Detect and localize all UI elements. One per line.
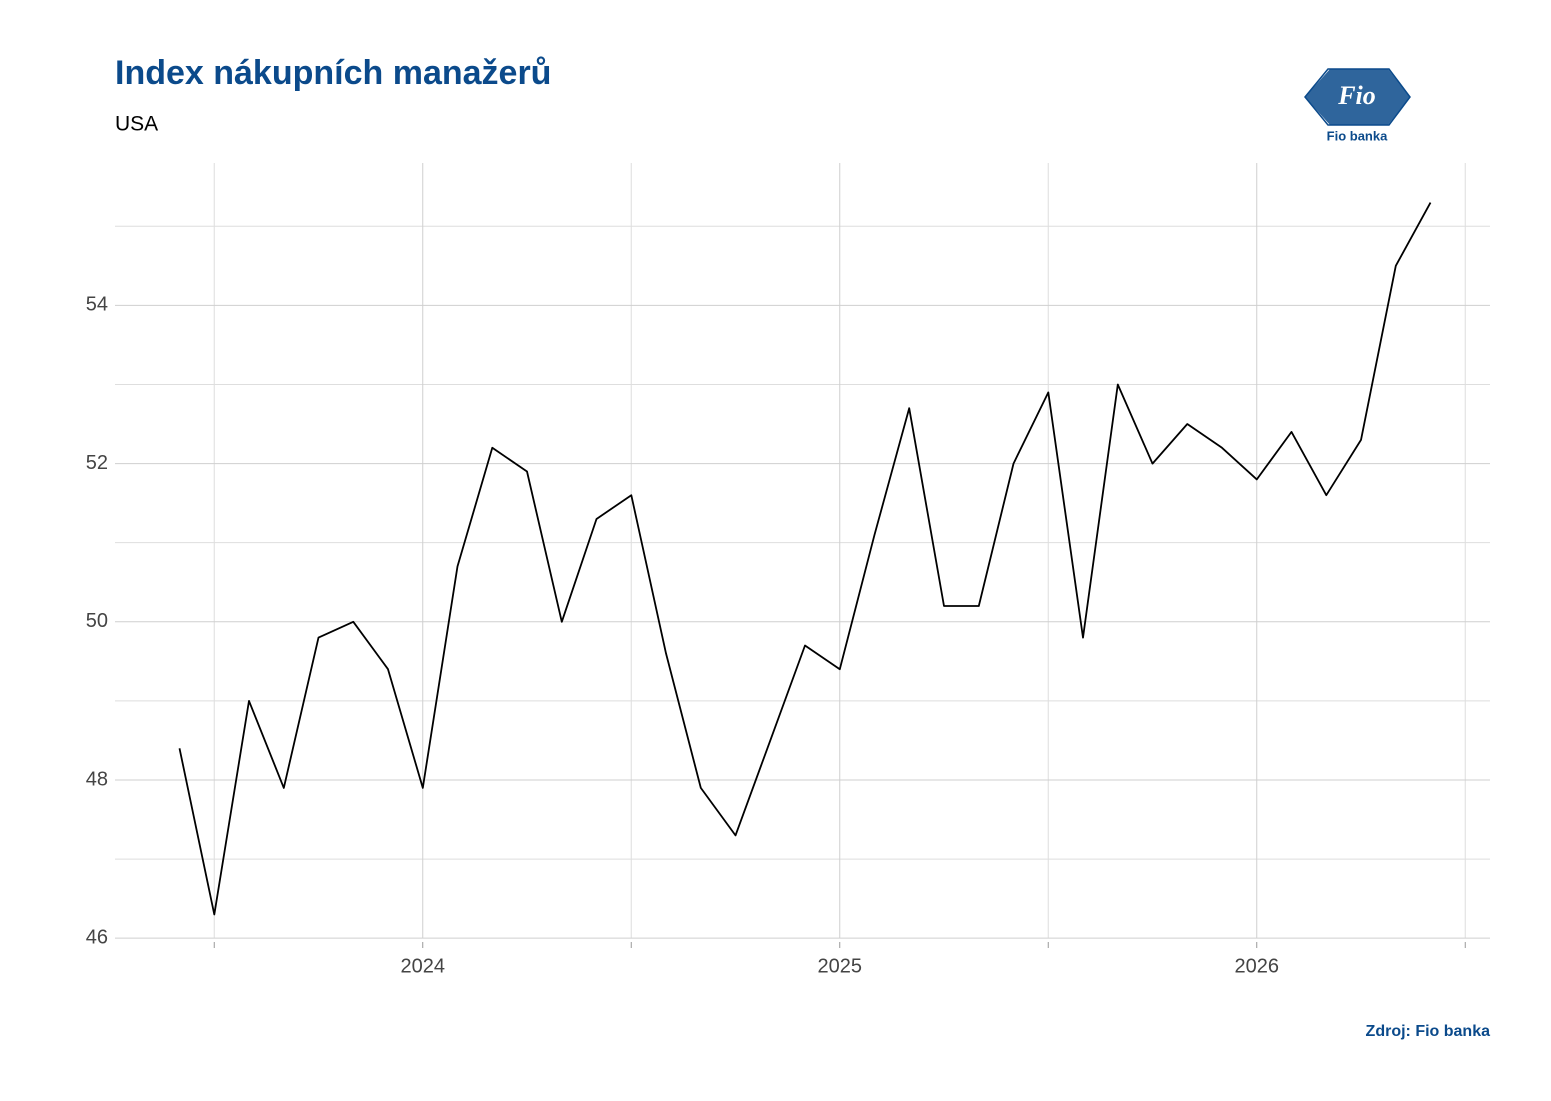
x-tick-label: 2025 bbox=[818, 955, 863, 977]
chart-title: Index nákupních manažerů bbox=[115, 54, 551, 92]
y-tick-label: 48 bbox=[86, 768, 108, 790]
source: Zdroj: Fio banka bbox=[1366, 1023, 1491, 1040]
x-tick-label: 2024 bbox=[401, 955, 446, 977]
y-tick-label: 46 bbox=[86, 926, 108, 948]
logo-name: Fio banka bbox=[1327, 128, 1388, 143]
line bbox=[178, 202, 1432, 916]
y-tick-label: 50 bbox=[86, 610, 108, 632]
chart-subtitle: USA bbox=[115, 113, 158, 136]
logo: Fio Fio banka bbox=[1304, 68, 1411, 143]
logo-shape bbox=[1305, 69, 1410, 125]
x-tick-label: 2026 bbox=[1235, 955, 1280, 977]
y-tick-label: 52 bbox=[86, 452, 108, 474]
y-tick-label: 54 bbox=[86, 294, 108, 316]
logo-mark: Fio bbox=[1337, 81, 1376, 110]
